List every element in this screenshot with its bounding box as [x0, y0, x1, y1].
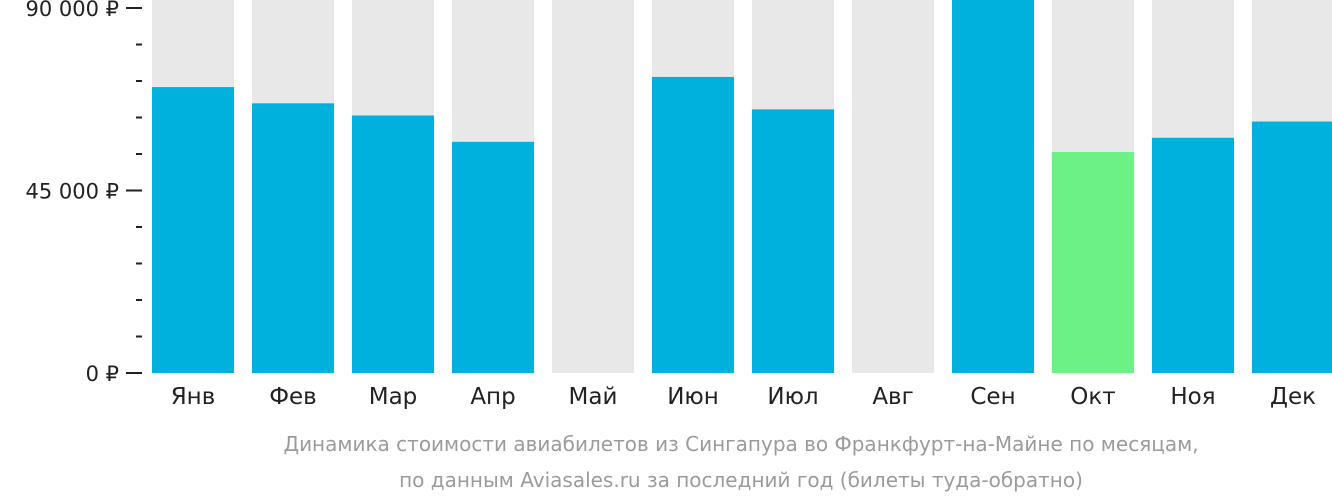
bar-9-value: [952, 0, 1034, 373]
bar-12-value: [1252, 121, 1332, 373]
month-label-6: Июн: [667, 384, 719, 410]
month-label-11: Ноя: [1170, 384, 1215, 410]
y-tick-label-3: 90 000 ₽: [25, 0, 119, 21]
bar-6-value: [652, 76, 734, 373]
chart-caption-line-2: по данным Aviasales.ru за последний год …: [399, 468, 1083, 492]
y-tick-label-1: 0 ₽: [86, 362, 119, 386]
bar-8-background: [852, 0, 934, 373]
bar-7-value: [752, 109, 834, 373]
bar-1-value: [152, 87, 234, 373]
bar-11-value: [1152, 137, 1234, 373]
month-label-7: Июл: [767, 384, 818, 410]
y-tick-label-2: 45 000 ₽: [25, 180, 119, 204]
bar-3-value: [352, 115, 434, 373]
month-label-3: Мар: [369, 384, 418, 410]
month-label-12: Дек: [1270, 384, 1316, 410]
month-label-8: Авг: [872, 384, 913, 410]
month-label-10: Окт: [1070, 384, 1115, 410]
bar-5-background: [552, 0, 634, 373]
month-label-9: Сен: [970, 384, 1015, 410]
month-label-2: Фев: [269, 384, 317, 410]
bar-10-value: [1052, 151, 1134, 373]
bar-4-value: [452, 141, 534, 373]
month-label-5: Май: [569, 384, 618, 410]
month-label-4: Апр: [470, 384, 515, 410]
bar-2-value: [252, 103, 334, 374]
chart-caption-line-1: Динамика стоимости авиабилетов из Сингап…: [283, 432, 1199, 456]
month-label-1: Янв: [171, 384, 216, 410]
